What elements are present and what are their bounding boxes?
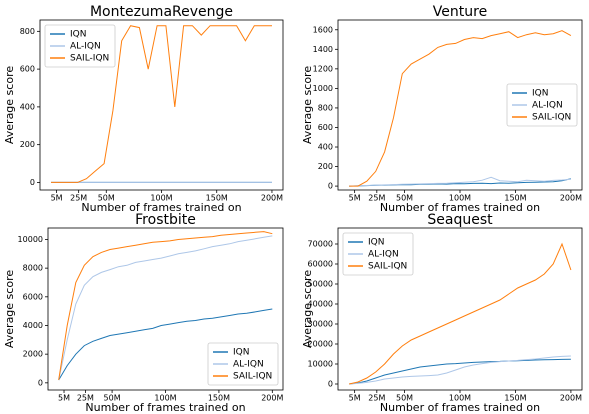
legend-box bbox=[207, 342, 279, 386]
x-tick-label: 150M bbox=[504, 194, 526, 203]
y-tick-label: 600 bbox=[20, 65, 35, 74]
x-axis-label: Number of frames trained on bbox=[380, 201, 540, 214]
x-tick-label: 100M bbox=[449, 394, 471, 403]
x-tick-label: 25M bbox=[368, 194, 385, 203]
chart-title: MontezumaRevenge bbox=[90, 4, 233, 20]
chart-title: Frostbite bbox=[135, 212, 196, 228]
legend-label: AL-IQN bbox=[368, 250, 399, 260]
legend-label: AL-IQN bbox=[532, 101, 563, 111]
series-line bbox=[58, 308, 273, 381]
x-tick-label: 100M bbox=[449, 194, 471, 203]
y-tick-label: 0 bbox=[328, 182, 333, 191]
legend-label: IQN bbox=[233, 348, 249, 358]
x-tick-label: 50M bbox=[98, 194, 115, 203]
y-tick-label: 600 bbox=[318, 123, 333, 132]
x-tick-label: 5M bbox=[349, 394, 361, 403]
y-tick-label: 60000 bbox=[308, 260, 333, 269]
y-tick-label: 20000 bbox=[308, 340, 333, 349]
legend-label: AL-IQN bbox=[233, 360, 264, 370]
x-axis-label: Number of frames trained on bbox=[85, 401, 245, 414]
y-tick-label: 1600 bbox=[313, 25, 333, 34]
y-tick-label: 30000 bbox=[308, 320, 333, 329]
x-tick-label: 25M bbox=[70, 194, 87, 203]
x-tick-label: 5M bbox=[58, 394, 70, 403]
y-tick-label: 50000 bbox=[308, 280, 333, 289]
y-tick-label: 6000 bbox=[23, 292, 43, 301]
legend-box bbox=[44, 24, 116, 68]
y-tick-label: 4000 bbox=[23, 321, 43, 330]
x-axis-label: Number of frames trained on bbox=[81, 201, 241, 214]
y-tick-label: 10000 bbox=[308, 360, 333, 369]
y-tick-label: 800 bbox=[20, 27, 35, 36]
y-tick-label: 200 bbox=[20, 140, 35, 149]
series-line bbox=[349, 30, 572, 187]
legend-label: IQN bbox=[368, 238, 384, 248]
x-tick-label: 5M bbox=[349, 194, 361, 203]
x-tick-label: 100M bbox=[150, 194, 172, 203]
x-tick-label: 200M bbox=[560, 394, 582, 403]
x-tick-label: 200M bbox=[560, 194, 582, 203]
y-tick-label: 40000 bbox=[308, 300, 333, 309]
legend-label: SAIL-IQN bbox=[368, 262, 407, 272]
legend-box bbox=[506, 83, 578, 127]
legend-label: AL-IQN bbox=[70, 42, 101, 52]
x-tick-label: 50M bbox=[396, 394, 413, 403]
legend-box bbox=[342, 232, 414, 276]
x-tick-label: 5M bbox=[51, 194, 63, 203]
x-tick-label: 150M bbox=[206, 194, 228, 203]
series-line bbox=[51, 25, 272, 183]
x-tick-label: 50M bbox=[104, 394, 121, 403]
y-tick-label: 1400 bbox=[313, 45, 333, 54]
series-line bbox=[349, 176, 571, 187]
x-tick-label: 25M bbox=[368, 394, 385, 403]
legend-label: IQN bbox=[70, 30, 86, 40]
legend-label: SAIL-IQN bbox=[532, 113, 571, 123]
x-tick-label: 50M bbox=[396, 194, 413, 203]
x-tick-label: 100M bbox=[154, 394, 176, 403]
y-tick-label: 1200 bbox=[313, 64, 333, 73]
y-tick-label: 800 bbox=[318, 103, 333, 112]
series-line bbox=[348, 242, 572, 385]
y-axis-label: Average score bbox=[3, 270, 16, 348]
x-tick-label: 200M bbox=[261, 394, 283, 403]
y-tick-label: 400 bbox=[318, 143, 333, 152]
y-axis-label: Average score bbox=[301, 66, 314, 144]
x-tick-label: 200M bbox=[261, 194, 283, 203]
chart-title: Seaquest bbox=[427, 212, 493, 228]
series-line bbox=[349, 358, 571, 385]
y-axis-label: Average score bbox=[3, 66, 16, 144]
legend-label: IQN bbox=[532, 89, 548, 99]
x-axis-label: Number of frames trained on bbox=[380, 401, 540, 414]
y-tick-label: 10000 bbox=[18, 235, 43, 244]
y-tick-label: 70000 bbox=[308, 240, 333, 249]
legend-label: SAIL-IQN bbox=[70, 54, 109, 64]
legend-label: SAIL-IQN bbox=[233, 372, 272, 382]
y-tick-label: 400 bbox=[20, 102, 35, 111]
chart-title: Venture bbox=[433, 4, 487, 20]
y-tick-label: 200 bbox=[318, 162, 333, 171]
y-tick-label: 0 bbox=[38, 378, 43, 387]
x-tick-label: 150M bbox=[208, 394, 230, 403]
series-line bbox=[349, 355, 571, 385]
y-tick-label: 0 bbox=[30, 178, 35, 187]
y-axis-label: Average score bbox=[301, 270, 314, 348]
series-line bbox=[58, 235, 273, 381]
x-tick-label: 25M bbox=[77, 394, 94, 403]
y-tick-label: 8000 bbox=[23, 264, 43, 273]
x-tick-label: 150M bbox=[504, 394, 526, 403]
y-tick-label: 1000 bbox=[313, 84, 333, 93]
y-tick-label: 0 bbox=[328, 380, 333, 389]
y-tick-label: 2000 bbox=[23, 350, 43, 359]
series-line bbox=[58, 231, 273, 381]
